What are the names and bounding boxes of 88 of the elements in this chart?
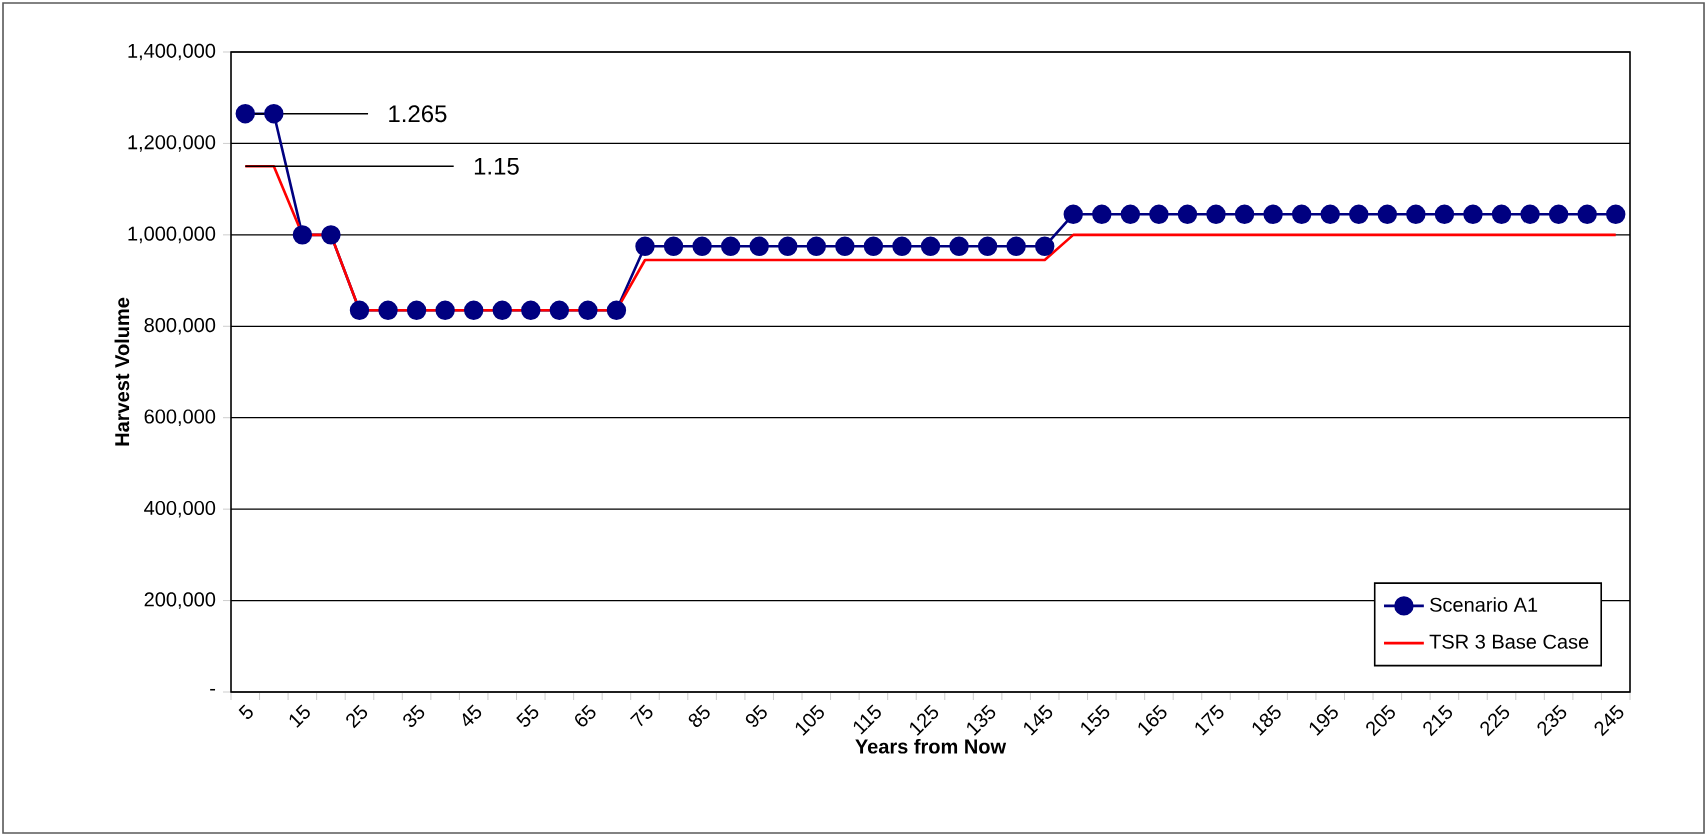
x-tick-label: 125 <box>909 704 939 736</box>
y-tick-label: 200,000 <box>144 592 216 609</box>
point <box>1434 204 1455 224</box>
x-tick-label: 245 <box>1594 704 1624 737</box>
x-tick-label: 5 <box>238 704 253 719</box>
point <box>435 300 455 320</box>
point <box>321 225 341 245</box>
point <box>1092 204 1112 224</box>
point <box>692 236 712 256</box>
point <box>920 236 941 256</box>
point <box>378 300 398 320</box>
x-tick-label: 115 <box>853 704 881 735</box>
point <box>1149 204 1169 224</box>
annotation: 1.265 <box>389 105 447 123</box>
y-tick-label: 800,000 <box>144 318 216 335</box>
point <box>1606 204 1626 224</box>
point <box>1063 204 1083 224</box>
point <box>1206 204 1226 224</box>
x-tick-label: 185 <box>1252 704 1281 736</box>
y-tick-label: 1,400,000 <box>128 43 216 61</box>
point <box>264 104 284 124</box>
x-tick-label: 105 <box>795 704 824 736</box>
point <box>977 236 998 256</box>
x-tick-label: 45 <box>462 704 482 727</box>
point <box>1491 204 1512 224</box>
point <box>1548 204 1569 224</box>
point <box>463 300 484 320</box>
x-tick-label: 25 <box>346 704 368 729</box>
y-tick-label: 1,000,000 <box>128 226 216 244</box>
y-tick-label: 1,200,000 <box>128 135 216 152</box>
point <box>1035 236 1055 256</box>
point <box>1234 204 1255 224</box>
y-axis-title: Harvest Volume <box>114 297 130 446</box>
x-tick-label: 145 <box>1024 704 1053 736</box>
point <box>1006 236 1026 256</box>
point <box>492 300 512 320</box>
x-tick-label: 15 <box>289 704 310 728</box>
x-axis-title: Years from Now <box>855 738 1007 754</box>
x-tick-label: 225 <box>1480 704 1510 737</box>
point <box>1406 204 1426 224</box>
point <box>1291 204 1312 224</box>
legend-label: Scenario A1 <box>1430 597 1538 612</box>
x-tick-label: 35 <box>403 704 425 727</box>
y-tick-label: 600,000 <box>144 409 216 426</box>
point <box>1320 204 1340 224</box>
point <box>892 236 912 256</box>
x-tick-label: 175 <box>1195 704 1224 736</box>
legend-label: TSR 3 Base Case <box>1429 634 1589 649</box>
point <box>1377 204 1398 224</box>
point <box>578 300 598 320</box>
point <box>349 300 370 320</box>
point <box>1177 204 1198 224</box>
x-tick-label: 135 <box>967 704 996 736</box>
point <box>1120 204 1141 224</box>
point <box>863 236 884 256</box>
annotation: 1.15 <box>474 157 519 175</box>
x-tick-label: 165 <box>1138 704 1167 736</box>
point <box>663 236 684 256</box>
point <box>1263 204 1283 224</box>
x-tick-label: 235 <box>1537 704 1567 737</box>
point <box>778 236 798 256</box>
point <box>235 104 255 124</box>
point <box>1577 204 1597 224</box>
x-tick-label: 205 <box>1366 704 1395 737</box>
point <box>949 236 969 256</box>
point <box>835 236 855 256</box>
point <box>521 300 541 320</box>
point <box>292 225 313 245</box>
point <box>1349 204 1369 224</box>
point <box>606 300 627 320</box>
point <box>720 236 741 256</box>
point <box>806 236 826 256</box>
x-tick-label: 85 <box>688 704 710 727</box>
point <box>635 236 655 256</box>
x-tick-label: 95 <box>745 704 767 727</box>
point <box>1520 204 1540 224</box>
y-tick-label: 400,000 <box>144 500 216 518</box>
point <box>749 236 769 256</box>
point <box>549 300 570 320</box>
point <box>1463 204 1483 224</box>
x-tick-label: 65 <box>575 704 596 727</box>
y-tick-label: - <box>210 688 216 691</box>
x-tick-label: 215 <box>1423 704 1453 737</box>
x-tick-label: 195 <box>1309 704 1338 736</box>
x-tick-label: 75 <box>629 704 653 727</box>
x-tick-label: 55 <box>516 704 539 727</box>
x-tick-label: 155 <box>1081 704 1110 736</box>
point <box>406 300 427 320</box>
